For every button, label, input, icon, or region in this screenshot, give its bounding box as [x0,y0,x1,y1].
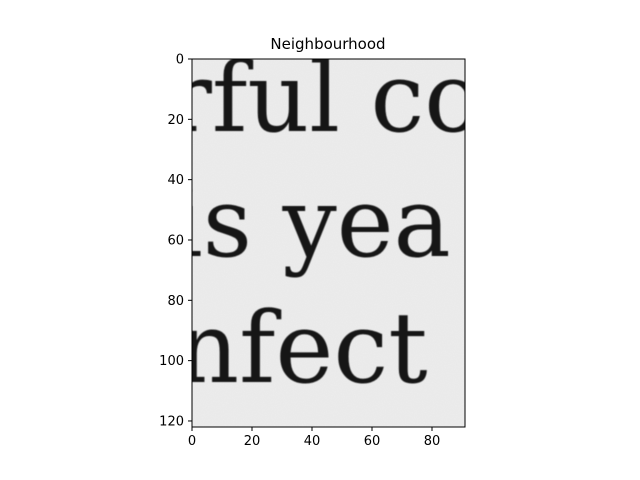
y-tick-label: 80 [167,294,184,309]
y-tick-label: 20 [167,113,184,128]
y-tick-label: 120 [159,414,184,429]
y-tick-label: 0 [176,53,184,68]
chart-title: Neighbourhood [270,35,385,53]
text-line-2: is yea [172,167,451,279]
scanned-text: rful co is yea nfect [166,42,482,406]
x-tick-label: 60 [364,434,381,449]
y-tick-label: 60 [167,233,184,248]
heatmap-image: rful co is yea nfect [166,42,482,427]
text-line-3: nfect [176,292,428,406]
y-tick-label: 40 [167,173,184,188]
paper-grain [192,59,465,427]
x-tick-label: 20 [244,434,261,449]
x-axis: 0 20 40 60 80 [188,427,440,449]
y-axis: 0 20 40 60 80 100 120 [159,53,192,429]
x-tick-label: 40 [304,434,321,449]
x-tick-label: 80 [424,434,441,449]
y-tick-label: 100 [159,354,184,369]
axes-frame [191,58,466,428]
text-line-1: rful co [166,42,482,154]
x-tick-label: 0 [188,434,196,449]
